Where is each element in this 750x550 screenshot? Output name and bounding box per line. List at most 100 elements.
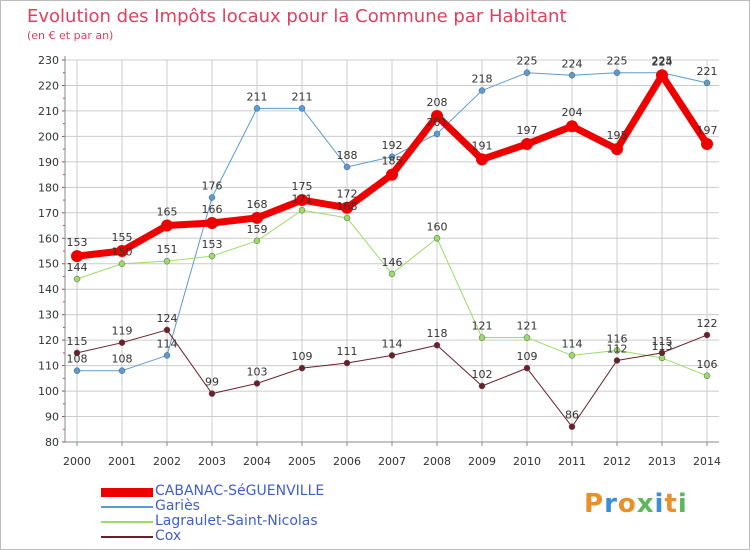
data-label: 160 [427,220,448,233]
data-label: 124 [157,312,178,325]
data-point [163,352,171,359]
data-point [568,423,576,430]
data-label: 116 [607,332,628,345]
data-point [433,235,441,242]
data-point [703,79,711,87]
data-point [388,153,396,161]
data-label: 113 [652,340,673,353]
data-point [476,153,488,166]
x-tick-label: 2009 [468,455,496,468]
y-tick-label: 200 [38,130,59,143]
y-tick-label: 80 [45,436,59,449]
data-point [118,339,126,346]
data-point [613,69,621,76]
y-tick-label: 90 [45,411,59,424]
data-label: 155 [112,231,133,244]
data-point [161,219,173,232]
logo-letter: t [664,489,678,519]
logo-letter: x [636,489,655,519]
data-label: 211 [247,90,268,103]
legend-label-garies: Gariès [155,498,200,514]
data-label: 168 [337,200,358,213]
data-point [658,349,666,357]
data-point [343,359,351,367]
data-label: 146 [382,256,403,269]
data-label: 121 [517,320,538,333]
data-label: 208 [427,96,448,109]
data-label: 153 [202,238,223,251]
data-label: 218 [472,73,493,86]
y-axis-ticks: 80 90 100 110 120 130 140 150 160 170 180 190 200 210… [38,54,59,449]
logo-letter: r [604,489,618,519]
legend-item-garies: Gariès [101,498,361,515]
data-label: 106 [697,358,718,371]
y-tick-label: 230 [38,54,59,67]
logo-letter: o [617,489,637,519]
data-point [343,163,351,171]
proxiti-logo: Proxiti [584,489,688,519]
data-label: 122 [697,317,718,330]
data-label: 109 [517,350,538,363]
series-group [71,69,713,430]
data-point [253,237,261,245]
x-tick-label: 2013 [648,455,676,468]
data-point [386,168,398,181]
y-tick-label: 160 [38,232,59,245]
x-tick-label: 2007 [378,455,406,468]
data-point [73,275,81,283]
data-point [523,69,531,76]
data-label: 225 [652,55,673,68]
data-point [298,364,306,372]
data-point [566,120,578,133]
data-label: 144 [67,261,88,274]
data-point [116,245,128,257]
data-point [208,390,216,397]
data-label: 211 [292,90,313,103]
chart-title: Evolution des Impôts locaux pour la Comm… [27,6,567,27]
data-point [341,201,353,214]
legend-label-lagraulet: Lagraulet-Saint-Nicolas [155,513,318,529]
x-tick-label: 2000 [63,455,91,468]
data-label: 201 [427,116,448,129]
data-label: 108 [112,353,133,366]
y-tick-label: 100 [38,385,59,398]
data-label: 224 [562,57,583,70]
legend-item-lagraulet: Lagraulet-Saint-Nicolas [101,513,361,530]
data-point [388,352,396,359]
x-tick-label: 2004 [243,455,271,468]
data-label: 103 [247,365,268,378]
data-label: 225 [607,55,628,68]
data-label: 195 [607,129,628,142]
data-label: 86 [565,409,579,422]
data-label: 118 [427,327,448,340]
data-label: 171 [292,192,313,205]
data-point [163,257,171,265]
y-tick-label: 120 [38,334,59,347]
y-tick-label: 190 [38,156,59,169]
data-point [73,367,81,374]
legend-swatch-garies [101,506,153,508]
data-point [71,250,83,263]
logo-letter: P [584,489,605,519]
logo-letter: i [677,489,688,519]
data-label: 114 [562,337,583,350]
data-point [208,194,216,201]
x-tick-label: 2006 [333,455,361,468]
data-label: 112 [607,343,628,356]
data-point [433,341,441,349]
y-tick-label: 140 [38,283,59,296]
x-tick-label: 2002 [153,455,181,468]
data-label: 188 [337,149,358,162]
data-label: 221 [697,65,718,78]
data-point [613,347,621,354]
data-label: 114 [157,337,178,350]
data-point [118,260,126,267]
x-tick-label: 2008 [423,455,451,468]
data-label: 176 [202,180,223,193]
data-labels: 153 155 165 166 168 175 172 185 208 191 197 204 195 2… [67,55,718,422]
data-label: 172 [337,188,358,201]
data-point [343,214,351,222]
data-label: 197 [517,124,538,137]
data-point [163,326,171,334]
data-point [701,138,713,151]
